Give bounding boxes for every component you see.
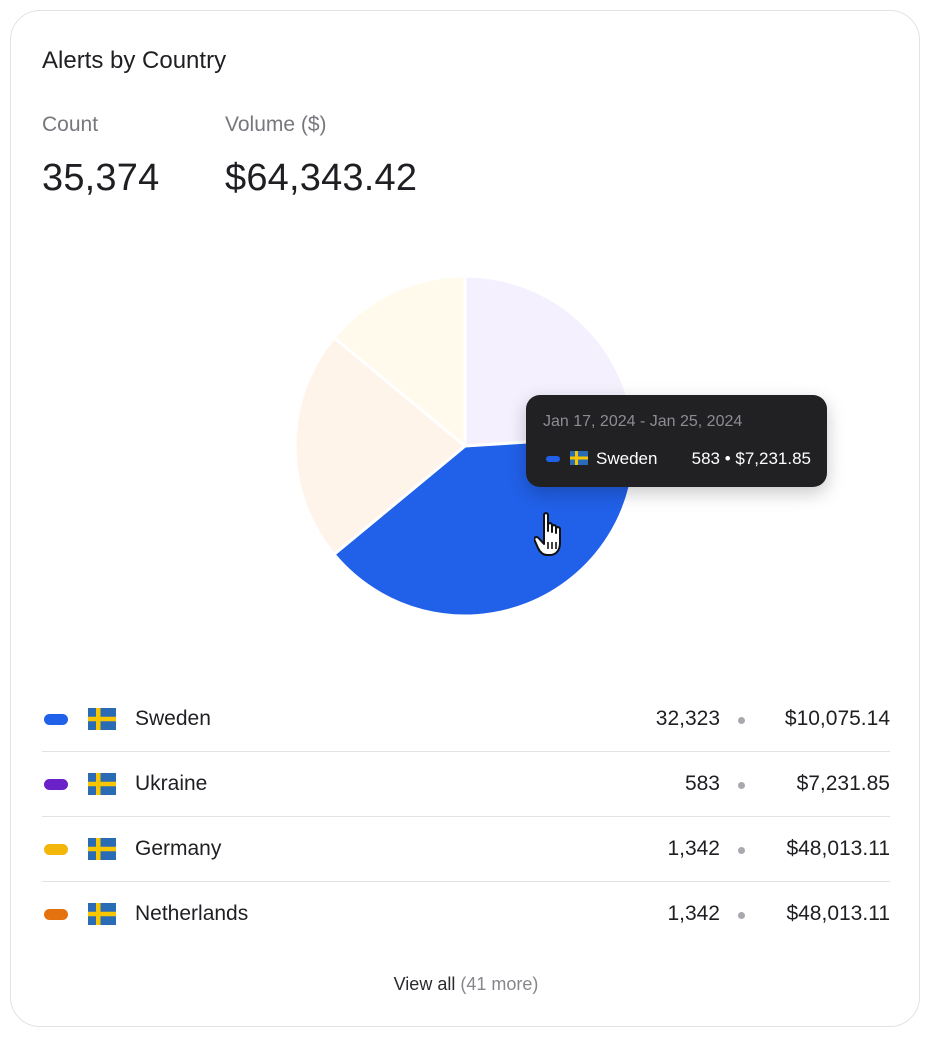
legend-row[interactable]: Germany 1,342 $48,013.11 [42,817,890,882]
sweden-flag-icon [88,903,116,925]
legend-volume: $48,013.11 [786,837,890,860]
sweden-flag-icon [570,451,588,465]
card-title: Alerts by Country [42,47,227,74]
legend-country: Sweden [135,707,211,730]
pie-chart [11,11,921,711]
count-label: Count [42,113,99,136]
legend-country: Ukraine [135,772,208,795]
tooltip-date-range: Jan 17, 2024 - Jan 25, 2024 [543,413,743,430]
volume-value: $64,343.42 [225,157,418,199]
legend-color-swatch [44,844,68,855]
legend-count: 1,342 [667,902,720,925]
pie-slice-cream-slice[interactable] [332,274,467,448]
sweden-flag-icon [88,838,116,860]
legend-volume: $48,013.11 [786,902,890,925]
view-all-label[interactable]: View all [393,974,456,994]
legend-volume: $10,075.14 [784,707,890,730]
alerts-by-country-card: Alerts by Country Count 35,374 Volume ($… [10,10,920,1027]
legend-row[interactable]: Sweden 32,323 $10,075.14 [42,687,890,752]
country-legend: Sweden 32,323 $10,075.14 Ukraine 583 $7,231.8… [42,687,890,947]
pie-chart-svg [293,274,637,618]
legend-color-swatch [44,714,68,725]
view-all-link[interactable]: View all (41 more) [11,974,921,995]
legend-country: Netherlands [135,902,249,925]
hand-cursor-icon [534,512,561,556]
legend-color-swatch [44,909,68,920]
separator-dot [738,717,745,724]
separator-dot [738,847,745,854]
tooltip-value: 583 • $7,231.85 [691,449,811,468]
legend-count: 32,323 [655,707,720,730]
sweden-flag-icon [88,708,116,730]
volume-label: Volume ($) [225,113,327,136]
legend-count: 583 [684,772,720,795]
legend-row[interactable]: Ukraine 583 $7,231.85 [42,752,890,817]
separator-dot [738,782,745,789]
more-count[interactable]: (41 more) [460,974,539,994]
separator-dot [738,912,745,919]
sweden-flag-icon [88,773,116,795]
tooltip-color-swatch [546,456,560,462]
tooltip-country: Sweden [596,449,658,468]
pie-slice-peach-slice[interactable] [293,336,467,556]
legend-row[interactable]: Netherlands 1,342 $48,013.11 [42,882,890,947]
legend-color-swatch [44,779,68,790]
legend-volume: $7,231.85 [796,772,890,795]
legend-count: 1,342 [667,837,720,860]
count-value: 35,374 [42,157,160,199]
legend-country: Germany [135,837,222,860]
chart-tooltip: Jan 17, 2024 - Jan 25, 2024 Sweden 583 •… [526,395,827,487]
